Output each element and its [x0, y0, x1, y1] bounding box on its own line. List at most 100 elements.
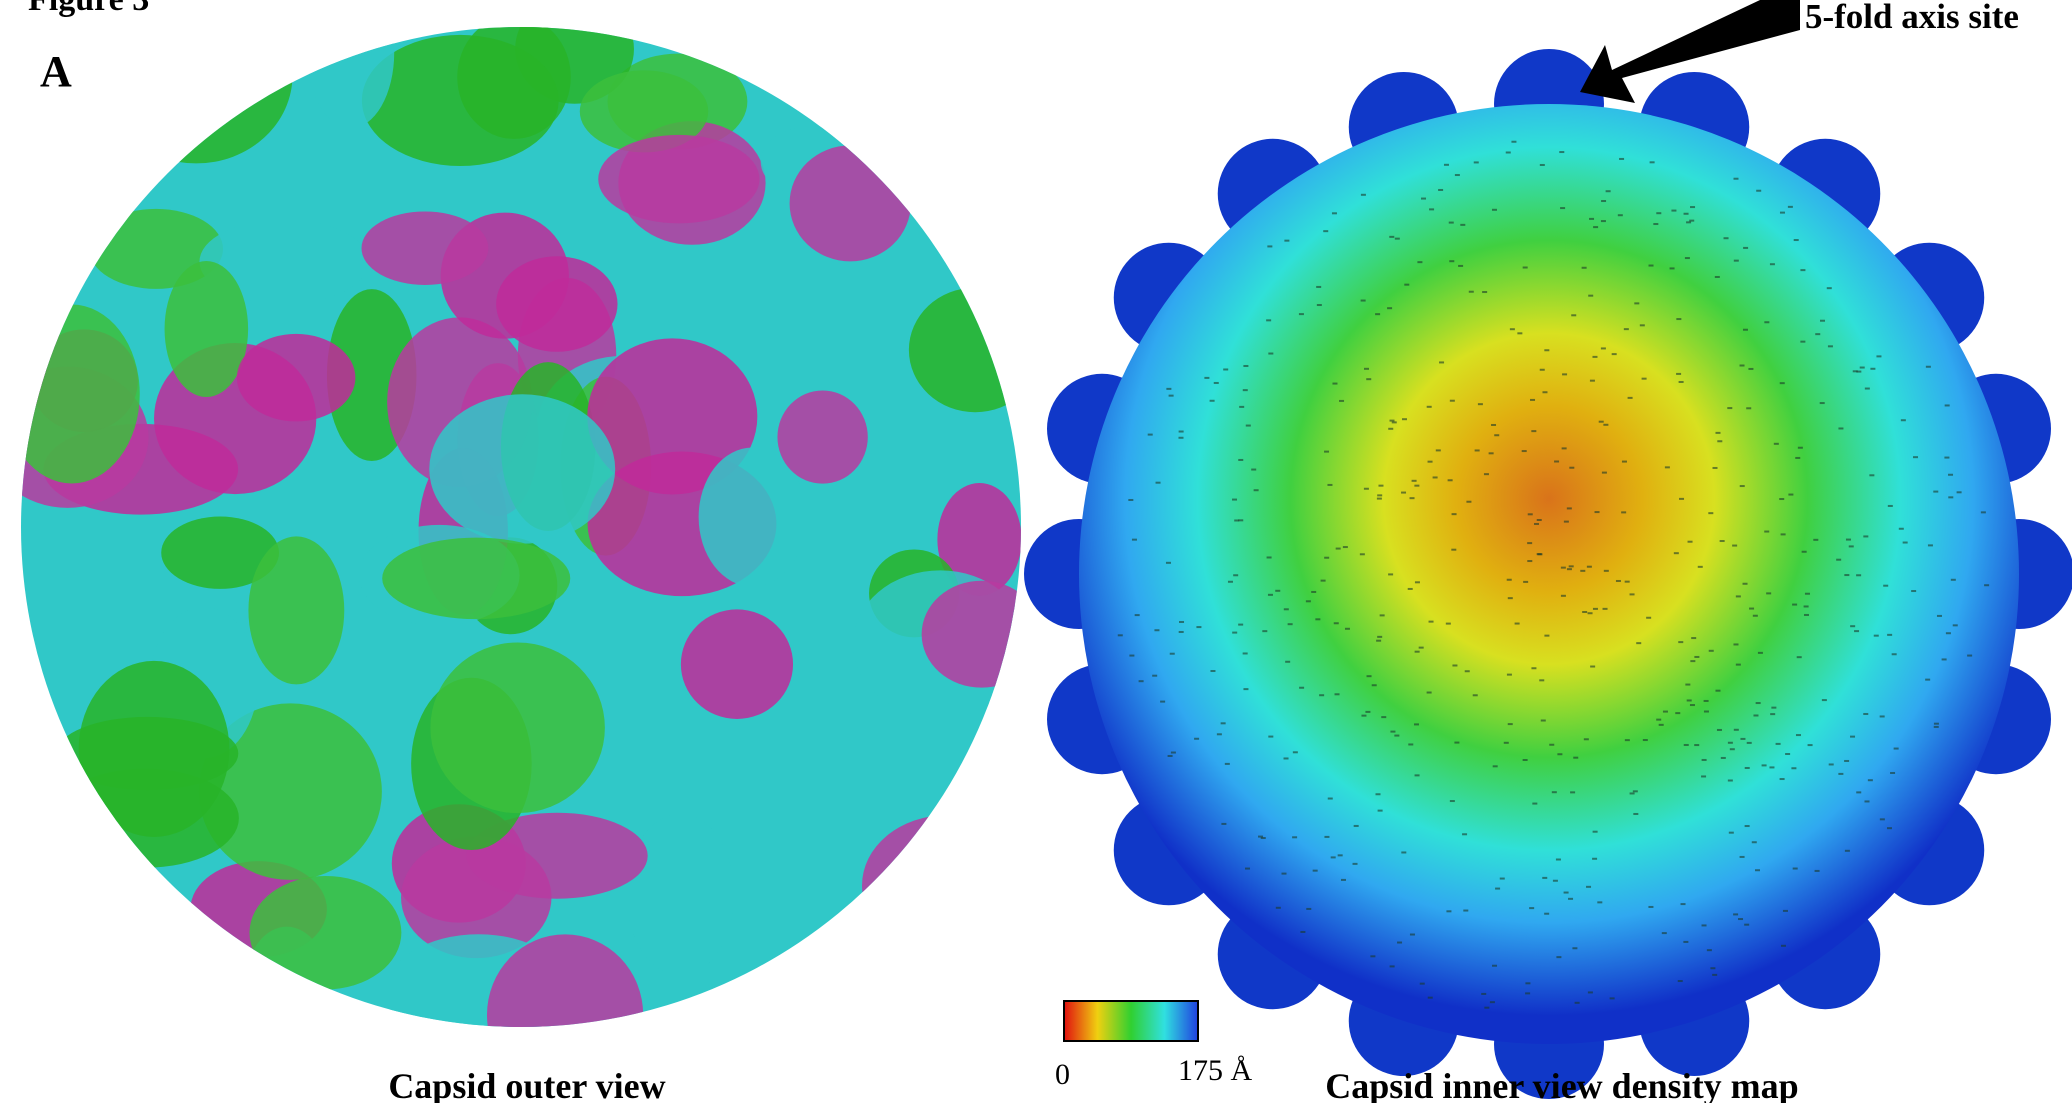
density-speck [1582, 611, 1587, 613]
density-speck [1378, 810, 1383, 812]
density-speck [1957, 491, 1962, 493]
density-speck [1650, 161, 1655, 163]
density-speck [1313, 870, 1318, 872]
density-speck [1815, 333, 1820, 335]
density-speck [1676, 373, 1681, 375]
density-speck [1178, 437, 1183, 439]
density-speck [1606, 190, 1611, 192]
density-speck [1482, 291, 1487, 293]
density-speck [1887, 634, 1892, 636]
density-speck [1315, 618, 1320, 620]
density-speck [1745, 825, 1750, 827]
density-speck [1402, 418, 1407, 420]
density-speck [1569, 565, 1574, 567]
density-speck [1392, 421, 1397, 423]
density-speck [1412, 480, 1417, 482]
density-speck [1687, 699, 1692, 701]
density-speck [1544, 635, 1549, 637]
density-speck [1343, 546, 1348, 548]
protein-patch [144, 26, 234, 98]
density-speck [1571, 314, 1576, 316]
density-speck [1507, 579, 1512, 581]
density-speck [1793, 868, 1798, 870]
density-speck [1321, 580, 1326, 582]
density-speck [1827, 287, 1832, 289]
density-speck [1883, 585, 1888, 587]
density-speck [1913, 456, 1918, 458]
density-speck [1306, 600, 1311, 602]
density-speck [1388, 573, 1393, 575]
density-speck [1316, 286, 1321, 288]
density-speck [1686, 221, 1691, 223]
density-speck [1376, 793, 1381, 795]
density-speck [1756, 190, 1761, 192]
density-speck [1452, 513, 1457, 515]
density-speck [1169, 395, 1174, 397]
density-speck [1319, 694, 1324, 696]
density-speck [1764, 321, 1769, 323]
density-speck [1523, 267, 1528, 269]
density-speck [1510, 328, 1515, 330]
density-speck [1708, 512, 1713, 514]
density-speck [1317, 304, 1322, 306]
density-speck [1588, 612, 1593, 614]
density-speck [1324, 451, 1329, 453]
protein-patch [862, 815, 1032, 955]
density-speck [1701, 775, 1706, 777]
density-speck [1704, 700, 1709, 702]
density-speck [1473, 694, 1478, 696]
density-speck [1537, 553, 1542, 555]
density-speck [1420, 983, 1425, 985]
density-speck [1727, 407, 1732, 409]
density-speck [1736, 664, 1741, 666]
density-speck [1135, 614, 1140, 616]
density-speck [1805, 593, 1810, 595]
density-speck [1679, 381, 1684, 383]
density-speck [1214, 382, 1219, 384]
density-speck [1484, 1007, 1489, 1009]
density-speck [1630, 593, 1635, 595]
colorbar-max: 175 Å [1178, 1054, 1253, 1087]
density-speck [1588, 295, 1593, 297]
density-speck [1450, 800, 1455, 802]
density-speck [1243, 365, 1248, 367]
density-speck [1981, 511, 1986, 513]
density-speck [1707, 949, 1712, 951]
density-speck [1738, 918, 1743, 920]
density-speck [1796, 734, 1801, 736]
density-speck [1324, 557, 1329, 559]
density-speck [1377, 498, 1382, 500]
density-speck [1511, 141, 1516, 143]
density-speck [1592, 356, 1597, 358]
protein-patch [496, 256, 617, 351]
protein-patch [248, 536, 344, 684]
density-speck [1934, 723, 1939, 725]
density-speck [1332, 212, 1337, 214]
density-speck [1567, 507, 1572, 509]
density-speck [1284, 608, 1289, 610]
density-speck [1489, 452, 1494, 454]
density-speck [1572, 947, 1577, 949]
density-speck [1522, 450, 1527, 452]
density-speck [1508, 597, 1513, 599]
density-speck [1625, 739, 1630, 741]
density-speck [1621, 511, 1626, 513]
density-speck [1846, 539, 1851, 541]
density-speck [1429, 208, 1434, 210]
density-speck [1671, 210, 1676, 212]
density-speck [1544, 913, 1549, 915]
density-speck [1690, 660, 1695, 662]
density-speck [1152, 675, 1157, 677]
density-speck [1562, 373, 1567, 375]
density-speck [1469, 291, 1474, 293]
capsid-outer-image [0, 0, 1042, 1096]
protein-patch [0, 106, 127, 253]
density-speck [1335, 693, 1340, 695]
density-speck [1331, 856, 1336, 858]
density-speck [1715, 432, 1720, 434]
density-speck [1559, 151, 1564, 153]
density-speck [1268, 353, 1273, 355]
density-speck [1554, 460, 1559, 462]
density-speck [1601, 347, 1606, 349]
density-speck [1610, 997, 1615, 999]
